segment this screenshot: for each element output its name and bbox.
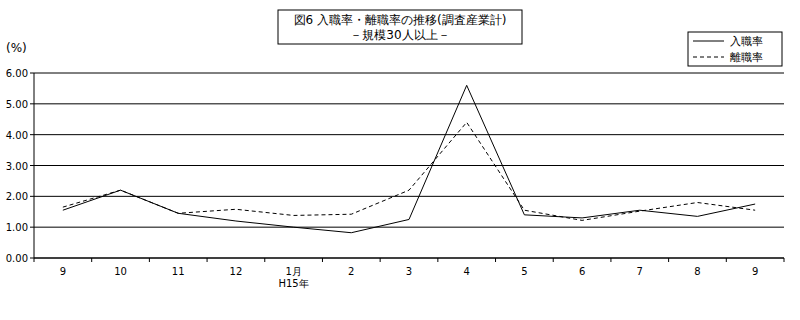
x-tick-label: 4 [464,266,470,277]
x-tick-label-line: 7 [637,266,643,277]
x-tick-label: 10 [114,266,127,277]
y-tick [30,196,34,197]
legend-swatch [693,41,724,42]
x-tick-label: 8 [694,266,700,277]
x-tick-label: 3 [406,266,412,277]
grid-line [34,134,784,135]
y-tick [30,103,34,104]
grid-line [34,103,784,104]
series-line [63,85,755,232]
x-tick-label-line: 9 [60,266,66,277]
x-tick [264,258,265,262]
y-tick [30,258,34,259]
x-tick [322,258,323,262]
x-tick [380,258,381,262]
x-tick [668,258,669,262]
x-tick [91,258,92,262]
x-tick-end [784,258,785,262]
y-tick [30,227,34,228]
y-tick [30,73,34,74]
grid-line [34,73,784,74]
x-tick-label: 2 [348,266,354,277]
y-tick-label: 5.00 [6,99,28,110]
y-tick-label: 0.00 [6,253,28,264]
x-tick-label: 12 [230,266,243,277]
x-tick-label-line: 11 [172,266,185,277]
x-tick-label-line: 1月 [285,266,301,277]
x-tick-label-line: H15年 [278,278,308,289]
chart: 図6 入職率・離職率の推移(調査産業計)－規模30人以上－ (%) 0.00 1.00… [0,0,800,320]
x-tick-label-line: 3 [406,266,412,277]
x-tick [610,258,611,262]
legend-box [688,32,782,66]
x-tick-label: 7 [637,266,643,277]
plot-area [63,85,755,232]
title: 図6 入職率・離職率の推移(調査産業計) [294,13,507,27]
y-label: (%) [6,41,27,55]
y-tick-label: 4.00 [6,130,28,141]
y-tick-label: 3.00 [6,161,28,172]
grid-line [34,258,784,259]
grid-line [34,196,784,197]
x-axis [34,258,784,259]
x-tick-label-line: 4 [464,266,470,277]
x-tick [553,258,554,262]
x-tick-label-line: 10 [114,266,127,277]
x-tick [437,258,438,262]
legend-label: 離職率 [730,51,763,64]
y-tick-label: 2.00 [6,191,28,202]
x-tick-label-line: 2 [348,266,354,277]
y-tick-label: 6.00 [6,68,28,79]
x-tick-label: 9 [60,266,66,277]
x-tick [34,258,35,262]
grid-line [34,165,784,166]
title-box [278,10,522,44]
series-line [63,122,755,220]
grid-line [34,227,784,228]
x-tick-label: 5 [521,266,527,277]
x-tick-label-line: 9 [752,266,758,277]
subtitle: －規模30人以上－ [350,28,449,42]
x-tick [726,258,727,262]
x-tick [207,258,208,262]
x-tick-label: 1月H15年 [278,266,308,289]
x-tick-label: 11 [172,266,185,277]
legend-label: 入職率 [730,35,763,48]
y-tick [30,134,34,135]
y-axis [34,73,35,258]
x-tick-label: 9 [752,266,758,277]
x-tick [495,258,496,262]
x-tick-label-line: 12 [230,266,243,277]
x-tick-label-line: 6 [579,266,585,277]
y-tick [30,165,34,166]
x-tick-label-line: 8 [694,266,700,277]
legend-swatch [693,57,724,58]
y-tick-label: 1.00 [6,222,28,233]
x-tick-label: 6 [579,266,585,277]
x-tick-label-line: 5 [521,266,527,277]
x-tick [149,258,150,262]
